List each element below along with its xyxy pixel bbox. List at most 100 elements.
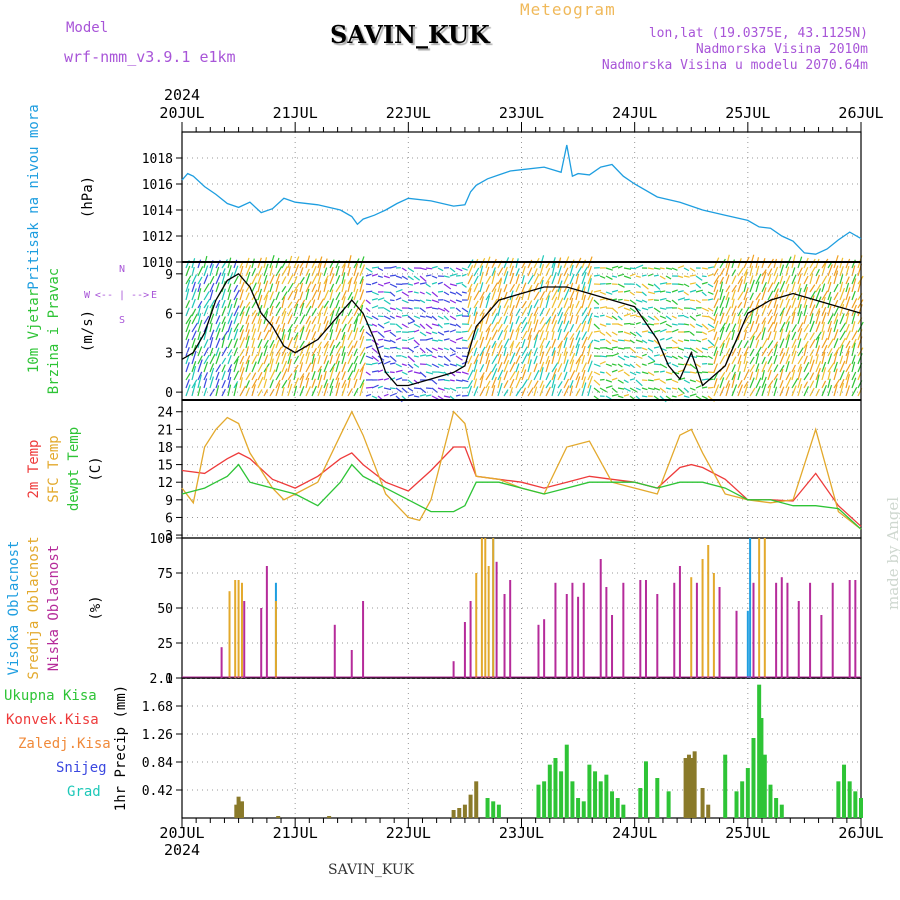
wind-vector: [234, 276, 238, 284]
cloud-bar: [238, 580, 240, 678]
wind-vector: [552, 339, 556, 348]
wind-vector: [708, 387, 713, 388]
y-tick-label: 6: [165, 511, 173, 526]
station-title: SAVIN_KUK: [330, 20, 490, 49]
wind-vector: [336, 275, 340, 284]
wind-vector: [804, 356, 807, 364]
wind-vector: [642, 364, 647, 365]
wind-vector: [456, 300, 462, 302]
wind-vector: [666, 276, 671, 279]
wind-vector: [498, 324, 502, 332]
wind-vector: [630, 315, 637, 316]
wind-vector: [408, 388, 413, 391]
wind-vector: [420, 292, 425, 294]
wind-vector: [756, 293, 761, 300]
wind-vector: [396, 338, 401, 340]
wind-vector: [282, 259, 287, 268]
wind-vector: [354, 363, 357, 372]
wind-vector: [564, 372, 567, 380]
wind-vector: [468, 356, 472, 364]
wind-vector: [534, 356, 537, 364]
wind-vector: [738, 292, 743, 300]
y-tick-label: 1018: [142, 152, 173, 167]
cloud-bar: [496, 562, 498, 678]
wind-vector: [390, 332, 396, 337]
wind-vector: [348, 388, 352, 396]
wind-vector: [648, 268, 654, 269]
wind-vector: [474, 276, 478, 284]
wind-vector: [576, 323, 581, 332]
wind-vector: [738, 340, 742, 348]
wind-vector: [498, 317, 502, 324]
wind-vector: [450, 300, 456, 303]
wind-vector: [690, 380, 696, 382]
wind-vector: [786, 316, 790, 324]
meteogram-chart: 1010101210141016101803693691215182124025…: [0, 0, 900, 900]
compass-label-south: S: [119, 315, 125, 326]
panel-title-line: Srednja Oblacnost: [26, 536, 42, 679]
wind-vector: [516, 363, 519, 372]
wind-vector: [606, 332, 611, 337]
wind-vector: [804, 267, 808, 276]
panel-title-line: Brzina i Pravac: [46, 268, 62, 394]
cloud-bar: [481, 538, 483, 678]
precip-bar: [587, 765, 591, 818]
wind-vector: [492, 259, 496, 268]
precip-bar: [842, 765, 846, 818]
wind-vector: [810, 339, 815, 348]
wind-vector: [738, 302, 742, 308]
wind-vector: [702, 379, 709, 380]
wind-vector: [648, 356, 655, 361]
wind-vector: [408, 321, 415, 324]
wind-vector: [408, 356, 415, 362]
wind-vector: [366, 274, 372, 276]
cloud-bar: [809, 583, 811, 678]
wind-vector: [774, 355, 777, 364]
wind-vector: [456, 395, 461, 396]
wind-vector: [654, 347, 660, 348]
wind-vector: [426, 338, 433, 340]
wind-vector: [816, 259, 819, 268]
wind-vector: [438, 282, 443, 284]
wind-vector: [456, 364, 463, 367]
wind-vector: [426, 268, 432, 269]
wind-vector: [660, 316, 666, 318]
wind-vector: [312, 371, 315, 380]
wind-vector: [426, 300, 431, 301]
wind-vector: [258, 363, 263, 372]
wind-vector: [612, 347, 618, 348]
cloud-bar: [504, 594, 506, 678]
cloud-bar: [775, 583, 777, 678]
wind-vector: [450, 324, 456, 326]
wind-vector: [432, 380, 437, 384]
precip-bar: [553, 758, 557, 818]
precip-bar: [610, 791, 614, 818]
wind-vector: [648, 372, 654, 376]
wind-vector: [546, 331, 548, 340]
cloud-bar: [752, 583, 754, 678]
wind-vector: [630, 364, 634, 367]
wind-vector: [792, 332, 796, 340]
cloud-bar: [622, 583, 624, 678]
wind-vector: [486, 285, 489, 292]
wind-vector: [276, 340, 279, 348]
wind-vector: [774, 331, 776, 340]
precip-bar: [746, 768, 750, 818]
wind-vector: [210, 276, 214, 284]
wind-vector: [552, 363, 558, 372]
wind-vector: [396, 324, 402, 329]
wind-vector: [288, 308, 292, 316]
precip-bar: [706, 805, 710, 818]
wind-vector: [684, 316, 689, 318]
wind-vector: [792, 267, 795, 276]
wind-vector: [432, 356, 437, 358]
wind-vector: [324, 371, 326, 380]
x-day-label-top: 23JUL: [499, 104, 544, 122]
wind-vector: [228, 355, 231, 364]
wind-vector: [768, 356, 772, 364]
wind-vector: [426, 275, 431, 276]
wind-vector: [660, 380, 666, 383]
wind-vector: [798, 268, 802, 276]
x-day-label-bottom: 25JUL: [725, 824, 770, 842]
wind-vector: [690, 268, 695, 271]
